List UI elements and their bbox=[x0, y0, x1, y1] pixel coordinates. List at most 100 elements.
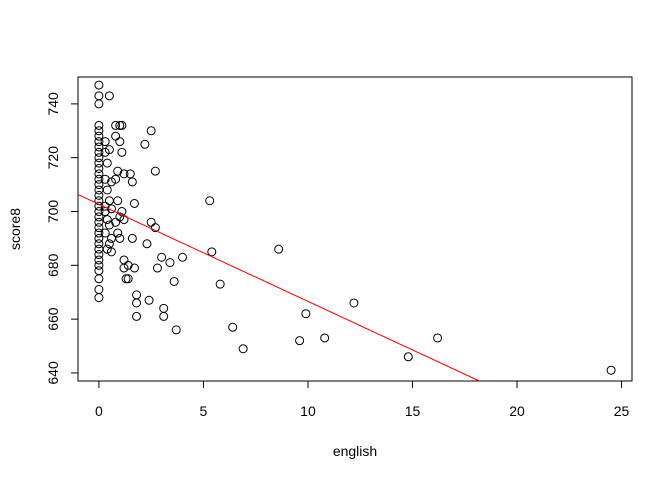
data-point bbox=[144, 295, 154, 305]
data-point bbox=[100, 174, 110, 184]
data-point bbox=[94, 255, 104, 265]
data-point bbox=[94, 163, 104, 173]
data-point bbox=[94, 266, 104, 276]
data-point bbox=[157, 252, 167, 262]
data-point bbox=[111, 120, 121, 130]
data-point bbox=[111, 174, 121, 184]
data-point bbox=[165, 258, 175, 268]
data-point bbox=[129, 198, 139, 208]
plot-frame bbox=[77, 76, 633, 382]
data-point bbox=[94, 293, 104, 303]
data-point bbox=[150, 166, 160, 176]
regression-line bbox=[77, 194, 480, 382]
data-point bbox=[94, 180, 104, 190]
data-point bbox=[295, 336, 305, 346]
y-tick-label: 660 bbox=[45, 307, 61, 331]
data-point bbox=[132, 290, 142, 300]
data-point bbox=[123, 274, 133, 284]
data-point bbox=[94, 147, 104, 157]
data-point bbox=[94, 131, 104, 141]
data-point bbox=[102, 185, 112, 195]
data-point bbox=[102, 158, 112, 168]
data-point bbox=[102, 215, 112, 225]
data-point bbox=[113, 166, 123, 176]
data-point bbox=[94, 137, 104, 147]
data-point bbox=[104, 220, 114, 230]
data-point bbox=[115, 120, 125, 130]
data-point bbox=[403, 352, 413, 362]
data-point bbox=[127, 177, 137, 187]
data-point bbox=[129, 263, 139, 273]
x-tick-label: 10 bbox=[300, 403, 316, 419]
data-point bbox=[104, 239, 114, 249]
data-point bbox=[178, 252, 188, 262]
data-point bbox=[159, 311, 169, 321]
data-point bbox=[94, 260, 104, 270]
data-point bbox=[94, 142, 104, 152]
data-point bbox=[132, 311, 142, 321]
data-point bbox=[119, 255, 129, 265]
data-point bbox=[94, 207, 104, 217]
data-point bbox=[104, 196, 114, 206]
y-tick-label: 640 bbox=[45, 361, 61, 385]
data-point bbox=[111, 131, 121, 141]
x-tick-label: 5 bbox=[200, 403, 208, 419]
data-point bbox=[113, 196, 123, 206]
data-point bbox=[205, 196, 215, 206]
data-point bbox=[146, 126, 156, 136]
data-point bbox=[117, 120, 127, 130]
data-point bbox=[94, 120, 104, 130]
data-point bbox=[100, 137, 110, 147]
data-point bbox=[94, 250, 104, 260]
data-point bbox=[146, 217, 156, 227]
data-point bbox=[115, 137, 125, 147]
x-tick-label: 25 bbox=[614, 403, 630, 419]
data-point bbox=[94, 212, 104, 222]
data-point bbox=[301, 309, 311, 319]
y-tick-label: 700 bbox=[45, 200, 61, 224]
y-tick-label: 740 bbox=[45, 92, 61, 116]
data-point bbox=[215, 279, 225, 289]
data-point bbox=[106, 204, 116, 214]
data-point bbox=[152, 263, 162, 273]
data-points bbox=[94, 80, 616, 375]
data-point bbox=[94, 99, 104, 109]
data-point bbox=[142, 239, 152, 249]
data-point bbox=[117, 147, 127, 157]
data-point bbox=[94, 228, 104, 238]
y-axis: 640 660 680 700 720 740 bbox=[45, 92, 79, 385]
x-axis-label: english bbox=[333, 443, 377, 459]
data-point bbox=[94, 153, 104, 163]
data-point bbox=[119, 169, 129, 179]
data-point bbox=[104, 145, 114, 155]
data-point bbox=[207, 247, 217, 257]
data-point bbox=[94, 233, 104, 243]
data-point bbox=[106, 247, 116, 257]
y-tick-label: 680 bbox=[45, 253, 61, 277]
data-point bbox=[606, 365, 616, 375]
y-tick-label: 720 bbox=[45, 146, 61, 170]
data-point bbox=[121, 274, 131, 284]
data-point bbox=[274, 244, 284, 254]
data-point bbox=[169, 276, 179, 286]
data-point bbox=[433, 333, 443, 343]
data-point bbox=[94, 274, 104, 284]
data-point bbox=[140, 139, 150, 149]
data-point bbox=[94, 223, 104, 233]
data-point bbox=[132, 298, 142, 308]
data-point bbox=[159, 303, 169, 313]
x-tick-label: 15 bbox=[405, 403, 421, 419]
data-point bbox=[228, 322, 238, 332]
data-point bbox=[349, 298, 359, 308]
x-tick-label: 20 bbox=[509, 403, 525, 419]
data-point bbox=[150, 223, 160, 233]
data-point bbox=[238, 344, 248, 354]
data-point bbox=[94, 80, 104, 90]
data-point bbox=[117, 207, 127, 217]
data-point bbox=[104, 91, 114, 101]
data-point bbox=[94, 217, 104, 227]
y-axis-label: score8 bbox=[7, 208, 23, 250]
x-axis: 0 5 10 15 20 25 bbox=[95, 380, 630, 419]
